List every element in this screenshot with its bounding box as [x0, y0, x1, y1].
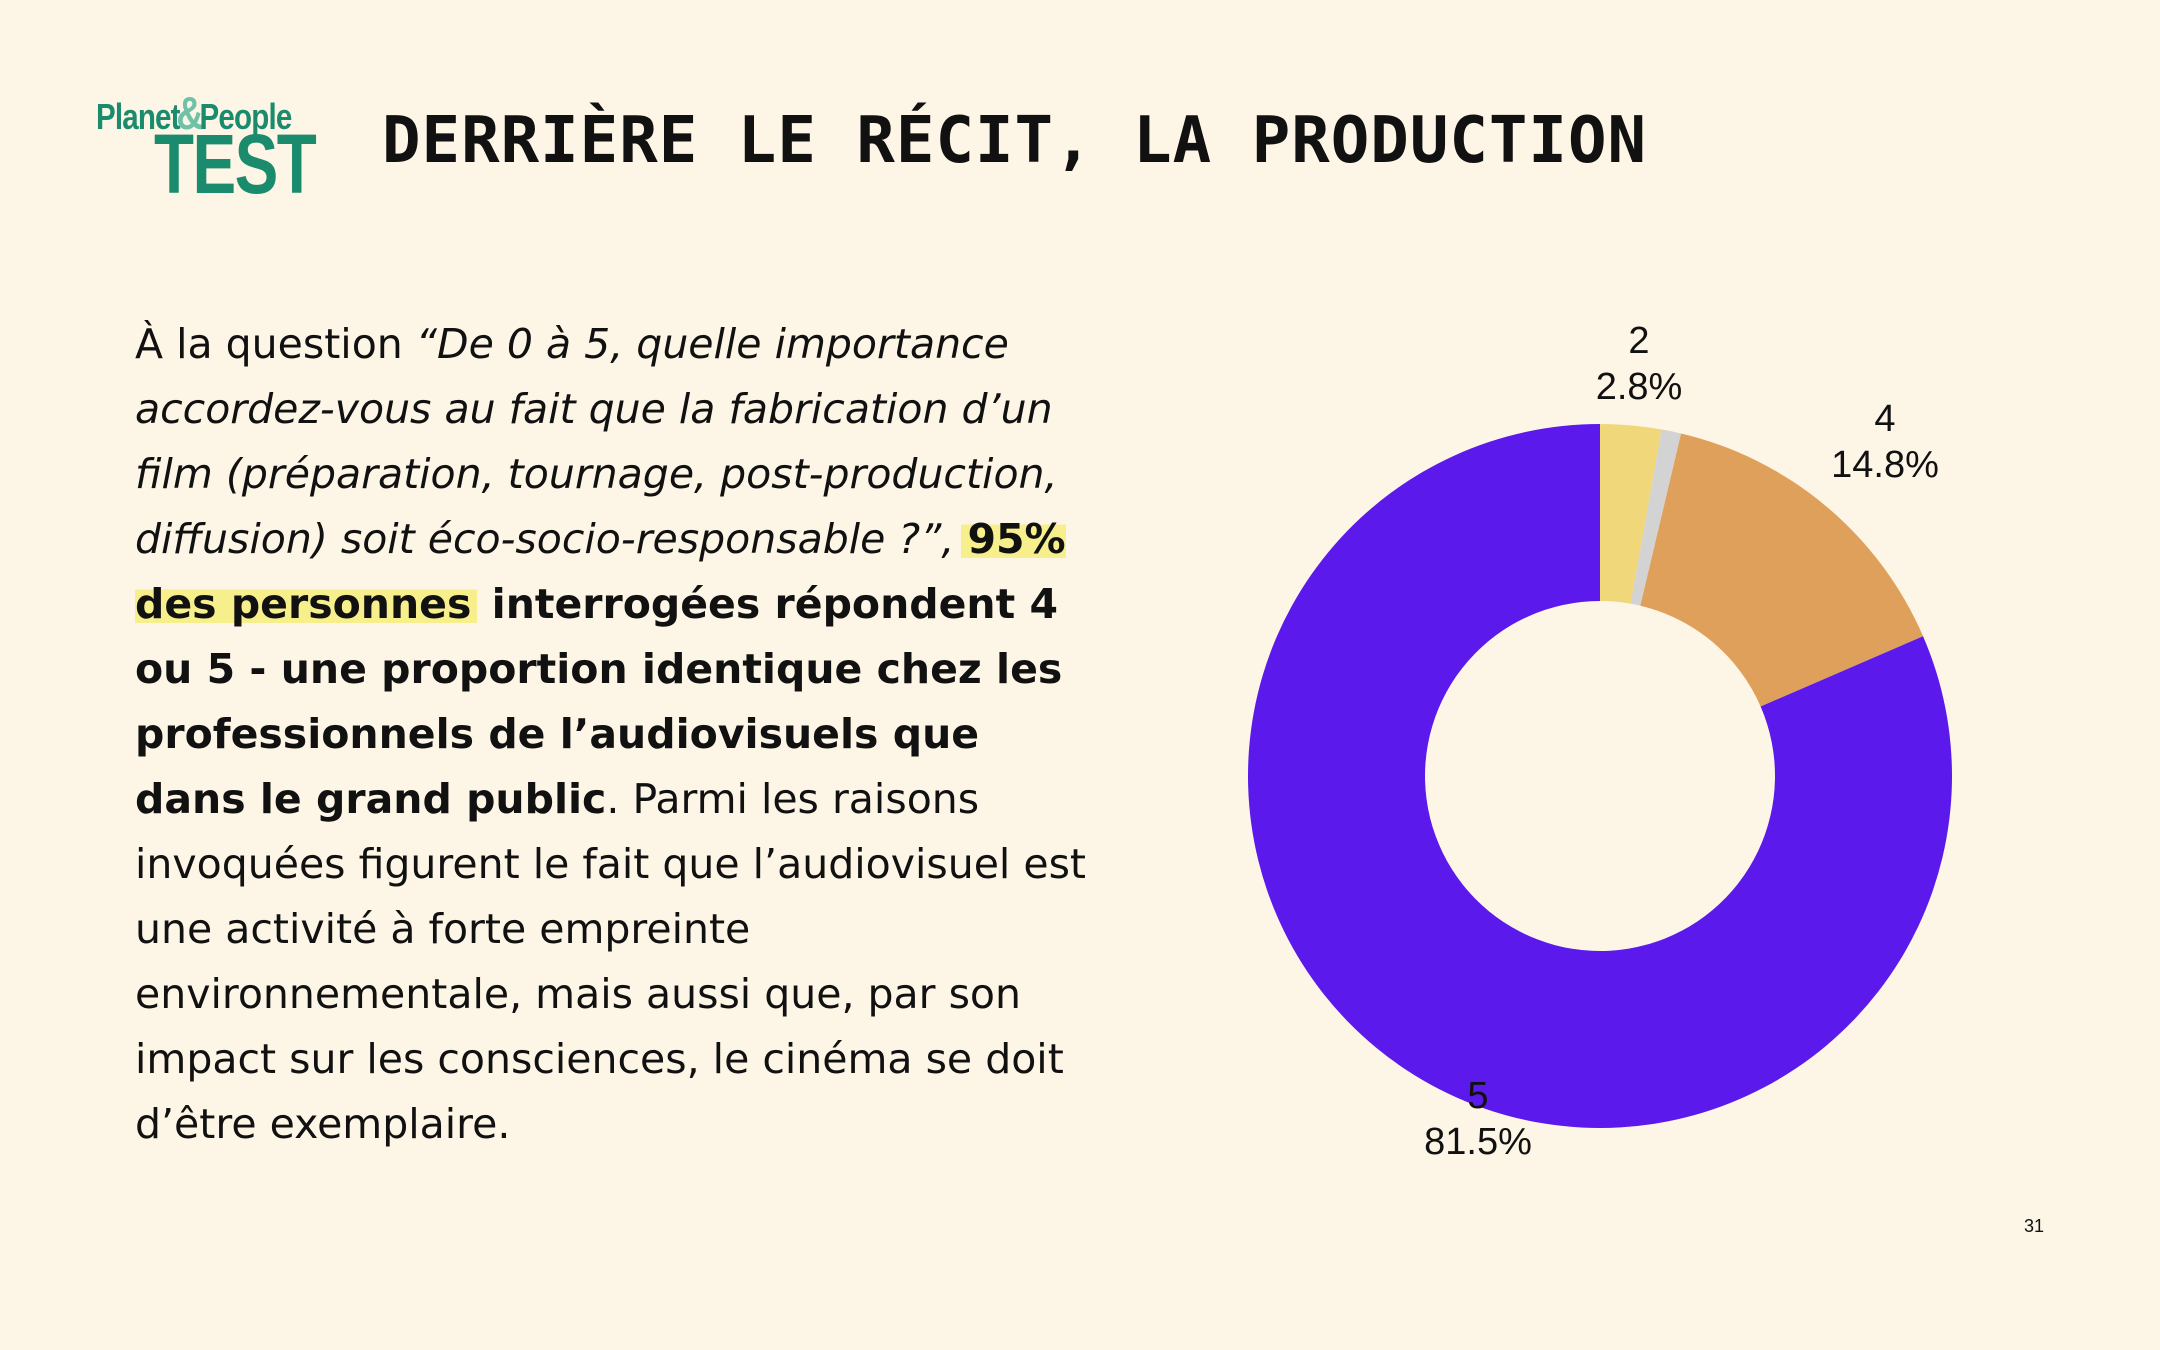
slice-label-4-percent: 14.8%: [1831, 444, 1939, 486]
logo-ampersand: &: [176, 87, 203, 139]
donut-slice-4: [1640, 433, 1924, 707]
body-paragraph: À la question “De 0 à 5, quelle importan…: [135, 312, 1095, 1157]
slice-label-4: 4 14.8%: [1785, 396, 1985, 488]
logo-word-test: TEST: [154, 117, 317, 211]
planet-people-test-logo: Planet&People TEST: [96, 86, 346, 206]
logo-word-people: People: [199, 96, 293, 137]
donut-slice-2: [1630, 429, 1682, 606]
page-title: DERRIÈRE LE RÉCIT, LA PRODUCTION: [382, 104, 1647, 178]
slice-label-2: 2 2.8%: [1539, 318, 1739, 410]
logo-top-line: Planet&People: [96, 86, 293, 140]
donut-slice-1: [1600, 424, 1662, 604]
slice-label-5: 5 81.5%: [1378, 1073, 1578, 1165]
body-intro: À la question: [135, 320, 416, 368]
body-bold-statement: interrogées répondent 4 ou 5 - une propo…: [135, 580, 1063, 823]
slice-label-2-category: 2: [1628, 320, 1650, 362]
slice-label-5-percent: 81.5%: [1424, 1121, 1532, 1163]
slice-label-2-percent: 2.8%: [1595, 366, 1683, 408]
page-number: 31: [2024, 1216, 2045, 1236]
body-rest: . Parmi les raisons invoquées figurent l…: [135, 775, 1087, 1148]
logo-word-planet: Planet: [96, 96, 180, 137]
donut-chart-svg: [1248, 424, 1952, 1128]
body-quote: “De 0 à 5, quelle importance accordez-vo…: [135, 320, 1058, 563]
donut-chart: 2 2.8% 4 14.8% 5 81.5%: [1180, 290, 2040, 1210]
body-comma: ,: [941, 515, 968, 563]
slice-label-4-category: 4: [1874, 398, 1896, 440]
donut-slice-5: [1248, 424, 1952, 1128]
slice-label-5-category: 5: [1467, 1075, 1489, 1117]
